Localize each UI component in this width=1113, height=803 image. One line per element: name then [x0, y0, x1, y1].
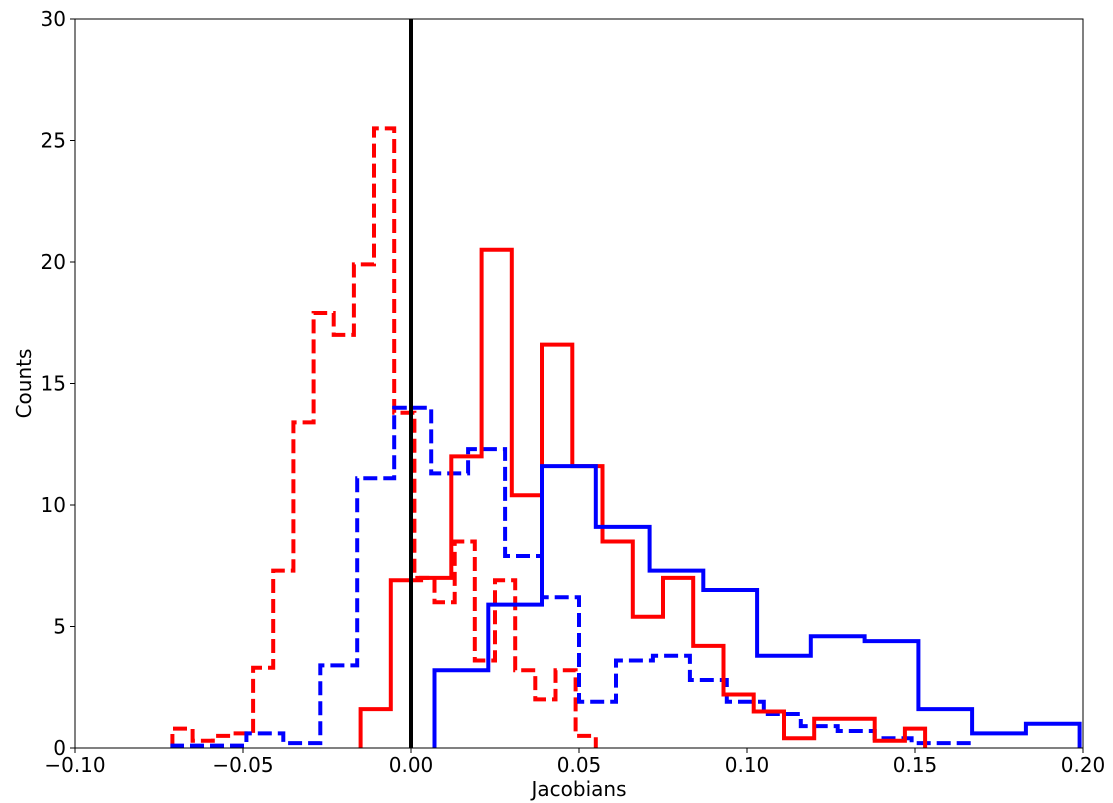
series-layer	[170, 126, 1082, 748]
y-tick-label: 0	[53, 736, 66, 760]
x-axis-ticks: −0.10 −0.05 0.00 0.05 0.10 0.15 0.20	[44, 748, 1105, 777]
x-tick-label: 0.10	[725, 753, 770, 777]
histogram-series-3-solid-red	[358, 247, 928, 748]
y-tick-label: 5	[53, 615, 66, 639]
y-tick-label: 10	[41, 493, 66, 517]
x-tick-label: 0.00	[389, 753, 434, 777]
y-tick-label: 15	[41, 372, 66, 396]
x-tick-label: −0.10	[44, 753, 105, 777]
x-tick-label: −0.05	[212, 753, 273, 777]
y-tick-label: 20	[41, 250, 66, 274]
y-tick-label: 25	[41, 129, 66, 153]
histogram-series-1-dashed-red	[170, 126, 598, 748]
x-axis-title: Jacobians	[530, 777, 627, 801]
x-tick-label: 0.15	[893, 753, 938, 777]
y-axis-ticks: 0 5 10 15 20 25 30	[41, 7, 75, 760]
x-tick-label: 0.20	[1061, 753, 1106, 777]
x-tick-label: 0.05	[557, 753, 602, 777]
histogram-series-4-solid-blue	[432, 464, 1082, 748]
histogram-series-2-dashed-blue	[170, 405, 975, 748]
y-tick-label: 30	[41, 7, 66, 31]
y-axis-title: Counts	[12, 349, 36, 419]
